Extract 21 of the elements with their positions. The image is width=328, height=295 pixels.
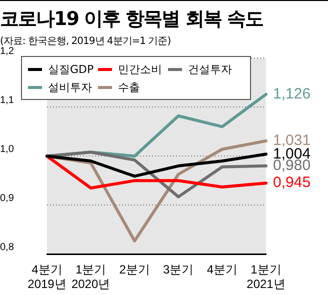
chart-title: 코로나19 이후 항목별 회복 속도 (0, 7, 263, 32)
y-tick-label: 0,9 (0, 192, 14, 204)
chart-subtitle: (자료: 한국은행, 2019년 4분기=1 기준) (0, 35, 171, 47)
x-tick-label: 4분기 2019년 (28, 262, 66, 292)
legend-label: 민간소비 (118, 62, 162, 76)
x-tick-label: 1분기 2021년 (246, 262, 286, 292)
x-tick-label: 1분기 2020년 (71, 262, 110, 292)
y-tick-label: 0,8 (0, 242, 14, 253)
x-tick-label: 4분기 (206, 262, 238, 277)
x-tick-label: 3분기 (163, 262, 194, 277)
y-tick-label: 1,2 (0, 46, 14, 57)
x-tick-label: 2분기 (119, 262, 150, 277)
legend-label: 설비투자 (48, 80, 92, 94)
legend-label: 건설투자 (188, 62, 232, 76)
data-label: 1,126 (273, 85, 311, 102)
data-label: 1,031 (273, 132, 311, 150)
legend-label: 실질GDP (48, 62, 94, 76)
legend-label: 수출 (118, 80, 140, 94)
y-tick-label: 1,1 (0, 94, 14, 106)
y-tick-label: 1,0 (0, 144, 14, 155)
data-label: 0,945 (273, 174, 311, 192)
